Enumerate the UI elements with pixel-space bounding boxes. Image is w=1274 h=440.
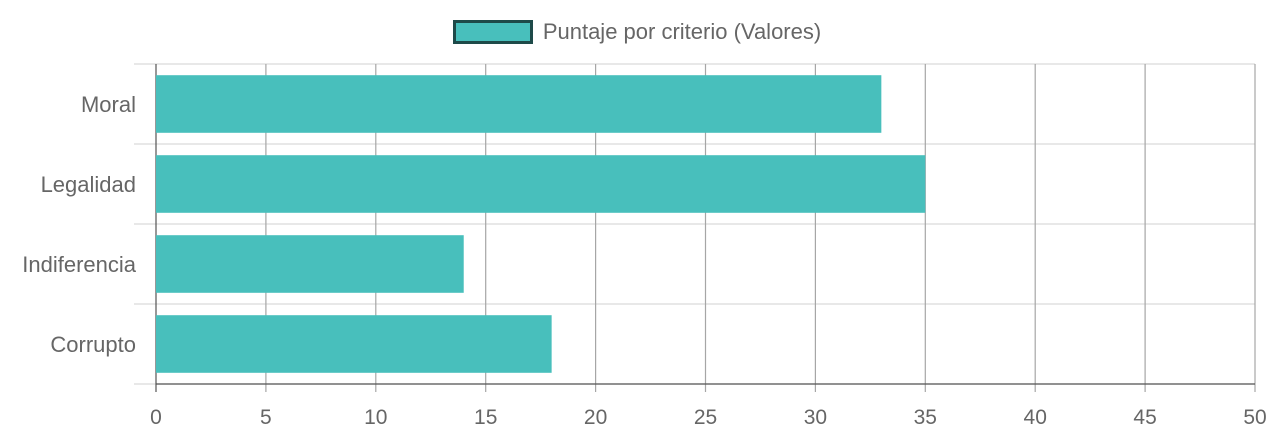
- y-tick-label: Indiferencia: [22, 252, 137, 277]
- legend-label: Puntaje por criterio (Valores): [542, 19, 822, 44]
- x-tick-label: 15: [474, 406, 497, 429]
- x-tick-label: 45: [1133, 406, 1156, 429]
- bar-indiferencia[interactable]: [156, 235, 464, 293]
- x-tick-label: 5: [260, 406, 272, 429]
- axis-labels: 0 5 10 15 20 25 30 35 40 45 50 Moral Legalidad Indife…: [22, 92, 1266, 429]
- legend-swatch: [452, 20, 533, 44]
- x-tick-label: 30: [804, 406, 827, 429]
- chart-legend[interactable]: Puntaje por criterio (Valores): [0, 16, 1274, 48]
- x-tick-label: 10: [364, 406, 387, 429]
- x-tick-label: 25: [694, 406, 717, 429]
- x-tick-label: 20: [584, 406, 607, 429]
- y-tick-label: Legalidad: [41, 172, 136, 197]
- bar-corrupto[interactable]: [156, 315, 552, 373]
- x-tick-label: 35: [914, 406, 937, 429]
- x-tick-label: 50: [1243, 406, 1266, 429]
- y-tick-label: Corrupto: [50, 332, 136, 357]
- bar-legalidad[interactable]: [156, 155, 926, 213]
- bars: [156, 75, 926, 373]
- x-tick-label: 0: [150, 406, 162, 429]
- bar-moral[interactable]: [156, 75, 882, 133]
- x-tick-label: 40: [1024, 406, 1047, 429]
- y-tick-label: Moral: [81, 92, 136, 117]
